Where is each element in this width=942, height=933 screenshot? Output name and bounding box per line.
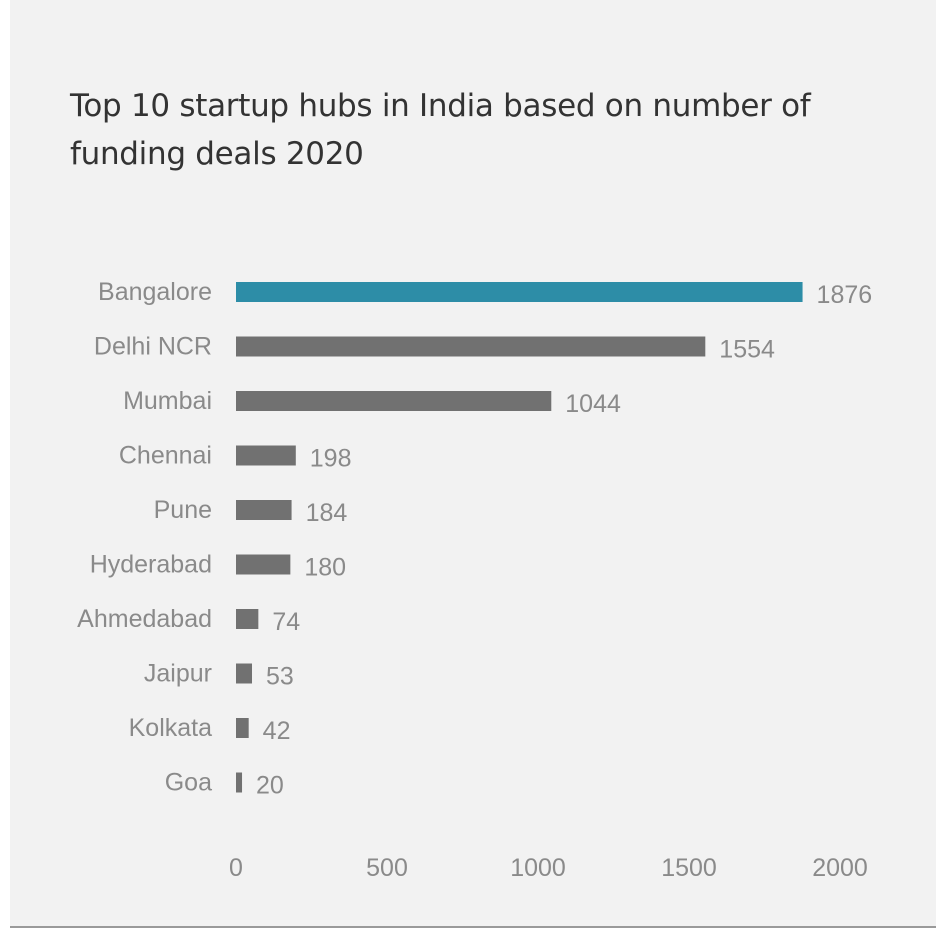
bar-kolkata (236, 718, 249, 738)
x-tick-label-500: 500 (366, 854, 408, 882)
category-label-delhi-ncr: Delhi NCR (94, 333, 212, 361)
chart-card: Top 10 startup hubs in India based on nu… (10, 0, 936, 928)
value-label-goa: 20 (256, 772, 284, 800)
value-label-delhi-ncr: 1554 (719, 336, 775, 364)
category-label-hyderabad: Hyderabad (90, 551, 212, 579)
bar-hyderabad (236, 554, 291, 575)
bar-mumbai (236, 391, 552, 411)
bar-chennai (236, 445, 296, 466)
category-label-ahmedabad: Ahmedabad (77, 605, 212, 633)
value-label-kolkata: 42 (263, 717, 291, 745)
x-tick-label-2000: 2000 (812, 854, 868, 882)
value-label-pune: 184 (306, 499, 348, 527)
category-label-chennai: Chennai (119, 442, 212, 470)
bar-bangalore (236, 282, 803, 302)
bar-pune (236, 500, 292, 520)
value-label-hyderabad: 180 (304, 554, 346, 582)
category-labels: Bangalore Delhi NCR Mumbai Chennai Pune Hyder… (77, 278, 212, 797)
category-label-goa: Goa (165, 769, 212, 797)
category-label-pune: Pune (154, 496, 212, 524)
x-tick-label-0: 0 (229, 854, 243, 882)
chart-title: Top 10 startup hubs in India based on nu… (70, 88, 811, 173)
bar-ahmedabad (236, 609, 259, 629)
x-axis-ticks: 0 500 1000 1500 2000 (229, 854, 868, 882)
bar-goa (236, 772, 243, 793)
value-label-jaipur: 53 (266, 663, 294, 691)
bar-jaipur (236, 663, 253, 684)
bar-delhi-ncr (236, 336, 706, 357)
x-tick-label-1000: 1000 (510, 854, 566, 882)
category-label-jaipur: Jaipur (144, 660, 212, 688)
category-label-bangalore: Bangalore (98, 278, 212, 306)
category-label-mumbai: Mumbai (123, 387, 212, 415)
value-label-mumbai: 1044 (565, 390, 621, 418)
value-label-ahmedabad: 74 (272, 608, 300, 636)
value-label-bangalore: 1876 (817, 281, 873, 309)
category-label-kolkata: Kolkata (129, 714, 212, 742)
x-tick-label-1500: 1500 (661, 854, 717, 882)
bars-group (236, 282, 803, 793)
value-label-chennai: 198 (310, 445, 352, 473)
